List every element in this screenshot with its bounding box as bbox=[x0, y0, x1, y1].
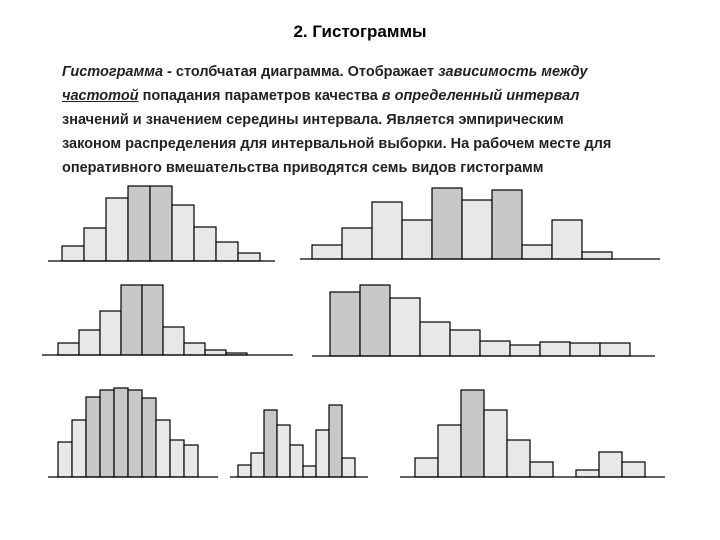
bar bbox=[483, 409, 508, 478]
bar bbox=[99, 389, 115, 478]
bar bbox=[414, 457, 439, 478]
bar bbox=[479, 340, 511, 357]
bar bbox=[57, 342, 80, 356]
bar bbox=[437, 424, 462, 478]
bar bbox=[569, 342, 601, 357]
bar bbox=[575, 469, 600, 478]
bar bbox=[521, 244, 553, 260]
text-line: законом распределения для интервальной в… bbox=[62, 132, 702, 156]
bar bbox=[311, 244, 343, 260]
bar bbox=[105, 197, 129, 262]
bar bbox=[78, 329, 101, 356]
text: попадания параметров качества bbox=[138, 88, 382, 104]
text: столбчатая диаграмма. Отображает bbox=[171, 64, 439, 80]
bar bbox=[302, 465, 317, 478]
bar bbox=[431, 187, 463, 260]
bar bbox=[328, 404, 343, 478]
bar bbox=[83, 227, 107, 262]
text-line: частотой попадания параметров качества в… bbox=[62, 84, 702, 108]
bar bbox=[599, 342, 631, 357]
bar bbox=[539, 341, 571, 357]
bar bbox=[401, 219, 433, 260]
bar bbox=[460, 389, 485, 478]
bar bbox=[141, 284, 164, 356]
bar bbox=[204, 349, 227, 356]
bar bbox=[341, 457, 356, 478]
text-line: значений и значением середины интервала.… bbox=[62, 108, 702, 132]
bar bbox=[237, 252, 261, 262]
bar bbox=[113, 387, 129, 478]
text: значений и значением середины интервала.… bbox=[62, 112, 564, 128]
bar bbox=[509, 344, 541, 357]
title: 2. Гистограммы bbox=[293, 22, 427, 41]
bar bbox=[99, 310, 122, 356]
emphasis: в определенный интервал bbox=[381, 88, 580, 104]
histogram bbox=[312, 284, 655, 357]
bar bbox=[127, 389, 143, 478]
bar bbox=[621, 461, 646, 478]
bar bbox=[193, 226, 217, 262]
term: Гистограмма - bbox=[62, 64, 172, 80]
bar bbox=[149, 185, 173, 262]
bar bbox=[581, 251, 613, 260]
bar bbox=[162, 326, 185, 356]
emphasis: частотой bbox=[62, 88, 139, 104]
bar bbox=[529, 461, 554, 478]
bar bbox=[71, 419, 87, 478]
histogram bbox=[300, 187, 660, 260]
bar bbox=[171, 204, 195, 262]
bar bbox=[491, 189, 523, 260]
bar bbox=[155, 419, 171, 478]
bar bbox=[461, 199, 493, 260]
bar bbox=[551, 219, 583, 260]
histogram bbox=[48, 387, 218, 478]
bar bbox=[315, 429, 330, 478]
bar bbox=[276, 424, 291, 478]
bar bbox=[120, 284, 143, 356]
bar bbox=[57, 441, 73, 478]
text-line: оперативного вмешательства приводятся се… bbox=[62, 156, 702, 180]
bar bbox=[127, 185, 151, 262]
bar bbox=[215, 241, 239, 262]
text: законом распределения для интервальной в… bbox=[62, 136, 612, 152]
bar bbox=[419, 321, 451, 357]
bar bbox=[449, 329, 481, 357]
bar bbox=[85, 396, 101, 478]
bar bbox=[183, 342, 206, 356]
bar bbox=[61, 245, 85, 262]
bar bbox=[506, 439, 531, 478]
histogram bbox=[230, 404, 368, 478]
paragraph: Гистограмма - столбчатая диаграмма. Отоб… bbox=[62, 60, 702, 180]
histogram bbox=[400, 389, 665, 478]
bar bbox=[289, 444, 304, 478]
bar bbox=[329, 291, 361, 357]
bar bbox=[263, 409, 278, 478]
histogram bbox=[48, 185, 275, 262]
bar bbox=[141, 397, 157, 478]
bar bbox=[371, 201, 403, 260]
bar bbox=[341, 227, 373, 260]
bar bbox=[250, 452, 265, 478]
bar bbox=[183, 444, 199, 478]
histogram bbox=[42, 284, 293, 356]
emphasis: зависимость между bbox=[438, 64, 588, 80]
text-line: Гистограмма - столбчатая диаграмма. Отоб… bbox=[62, 60, 702, 84]
text: оперативного вмешательства приводятся се… bbox=[62, 160, 544, 176]
bar bbox=[598, 451, 623, 478]
bar bbox=[237, 464, 252, 478]
bar bbox=[169, 439, 185, 478]
bar bbox=[359, 284, 391, 357]
bar bbox=[389, 297, 421, 357]
